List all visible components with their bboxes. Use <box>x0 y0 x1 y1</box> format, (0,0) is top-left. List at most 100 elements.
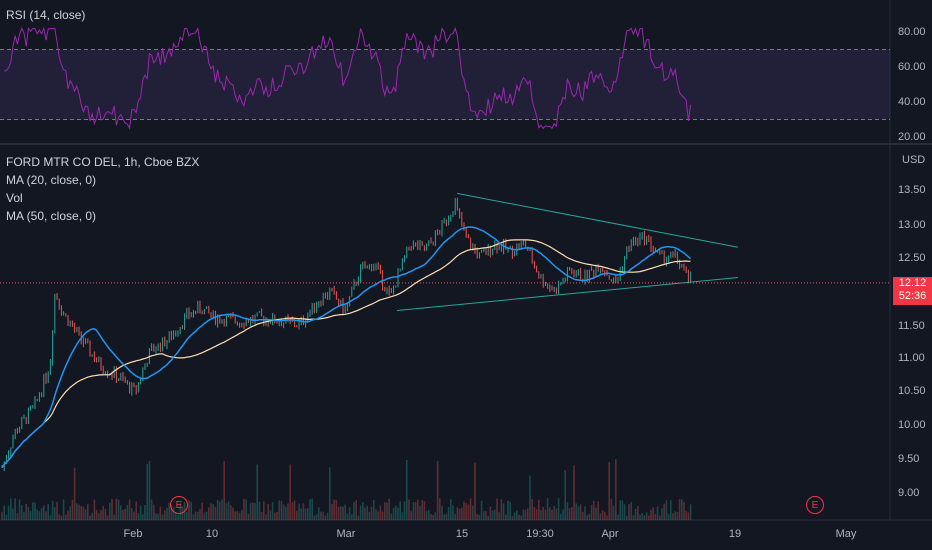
price-tick-11-50: 11.50 <box>898 320 925 332</box>
volume-bar <box>91 512 93 520</box>
volume-bar <box>549 507 551 520</box>
volume-bar <box>595 507 597 520</box>
symbol-title[interactable]: FORD MTR CO DEL, 1h, Cboe BZX <box>6 155 200 169</box>
volume-bar <box>161 514 164 520</box>
volume-bar <box>540 510 542 520</box>
volume-bar <box>439 498 441 520</box>
volume-bar <box>689 504 692 520</box>
volume-bar <box>307 507 309 520</box>
volume-bar <box>324 515 327 520</box>
volume-bar <box>3 505 5 520</box>
volume-bar <box>126 505 129 520</box>
volume-bar <box>186 511 188 520</box>
volume-bar <box>643 515 646 520</box>
volume-bar <box>375 509 377 520</box>
price-tick-9-00: 9.00 <box>898 487 920 499</box>
volume-bar <box>115 498 118 520</box>
volume-bar <box>498 512 500 520</box>
volume-bar <box>588 513 591 520</box>
volume-bar <box>355 500 357 520</box>
volume-bar <box>621 500 624 520</box>
volume-bar <box>76 503 78 520</box>
volume-bar <box>582 511 584 520</box>
volume-bar <box>434 512 437 520</box>
volume-bar <box>340 506 342 520</box>
volume-bar <box>282 504 285 520</box>
ma50-line <box>1 239 691 468</box>
volume-bar <box>656 506 659 520</box>
volume-bar <box>610 498 613 520</box>
volume-legend[interactable]: Vol <box>6 191 23 205</box>
volume-bar <box>93 499 96 520</box>
volume-bar <box>238 512 241 520</box>
volume-bar <box>564 470 566 520</box>
price-tick-13-00: 13.00 <box>898 219 926 231</box>
volume-bar <box>386 502 388 520</box>
volume-bar <box>359 505 362 520</box>
volume-bar <box>104 508 107 520</box>
rsi-tick-80: 80.00 <box>898 26 926 38</box>
volume-bar <box>687 512 690 520</box>
last-price-tag: 12.12 52:36 <box>893 277 932 305</box>
volume-bar <box>476 514 478 520</box>
volume-bar <box>469 498 472 520</box>
volume-bar <box>379 505 382 520</box>
volume-bar <box>348 507 351 520</box>
volume-bar <box>612 505 615 520</box>
volume-bar <box>43 505 45 520</box>
volume-bar <box>274 512 276 520</box>
volume-bar <box>263 501 265 520</box>
volume-bar <box>461 507 463 520</box>
volume-bar <box>335 500 338 520</box>
volume-bar <box>542 506 544 520</box>
volume-bar <box>491 510 494 520</box>
volume-bar <box>278 500 280 520</box>
volume-bar <box>89 515 91 520</box>
volume-bar <box>410 511 412 520</box>
volume-bar <box>45 511 47 520</box>
volume-bar <box>535 509 538 520</box>
volume-bar <box>269 510 272 520</box>
volume-bar <box>419 506 421 520</box>
volume-bar <box>590 505 593 520</box>
volume-bar <box>685 510 687 520</box>
volume-bar <box>188 500 190 520</box>
volume-bar <box>153 504 155 520</box>
volume-bar <box>678 499 681 520</box>
volume-bar <box>370 506 373 520</box>
price-tick-10-00: 10.00 <box>898 419 926 431</box>
volume-bar <box>199 508 201 520</box>
volume-bar <box>463 501 465 520</box>
volume-bar <box>311 498 313 520</box>
volume-bar <box>287 503 289 520</box>
volume-bar <box>113 514 115 520</box>
volume-bar <box>639 514 641 520</box>
earnings-marker-past[interactable]: E <box>170 496 188 514</box>
volume-bar <box>377 511 379 520</box>
volume-bar <box>331 503 333 520</box>
volume-bar <box>445 513 448 520</box>
volume-bar <box>166 507 168 520</box>
volume-bar <box>144 504 146 520</box>
volume-bar <box>531 499 533 520</box>
price-tick-9-50: 9.50 <box>898 453 920 465</box>
last-price-value: 12.12 <box>898 277 927 289</box>
volume-bar <box>60 515 63 520</box>
ma50-legend[interactable]: MA (50, close, 0) <box>6 209 97 223</box>
earnings-marker-upcoming[interactable]: E <box>806 496 824 514</box>
volume-bar <box>544 509 547 520</box>
price-tick-10-50: 10.50 <box>898 385 926 397</box>
volume-bar <box>7 505 10 520</box>
volume-bar <box>373 500 375 520</box>
volume-bar <box>474 462 476 520</box>
volume-bar <box>252 502 254 520</box>
volume-bar <box>95 509 98 520</box>
ma20-legend[interactable]: MA (20, close, 0) <box>6 173 97 187</box>
price-tick-13-50: 13.50 <box>898 184 926 196</box>
volume-bar <box>494 509 496 520</box>
volume-layer <box>1 459 692 520</box>
volume-bar <box>366 505 368 520</box>
currency-label[interactable]: USD <box>902 154 926 166</box>
volume-bar <box>628 504 630 520</box>
